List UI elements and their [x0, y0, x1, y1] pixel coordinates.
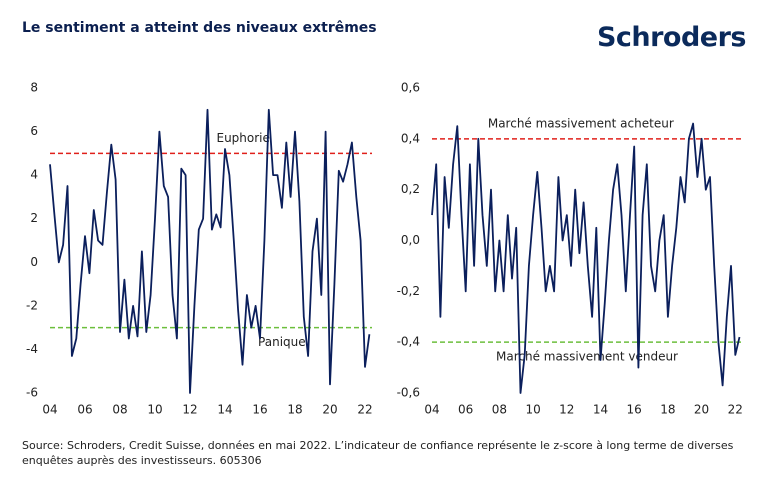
- x-tick-label: 12: [559, 403, 574, 417]
- title: Le sentiment a atteint des niveaux extrê…: [22, 20, 377, 36]
- x-tick-label: 10: [525, 403, 540, 417]
- y-tick-label: 2: [30, 211, 38, 225]
- x-tick-label: 08: [112, 403, 127, 417]
- y-tick-label: 8: [30, 81, 38, 95]
- x-tick-label: 18: [660, 403, 675, 417]
- y-tick-label: 0,4: [401, 131, 420, 145]
- x-tick-label: 08: [492, 403, 507, 417]
- x-tick-label: 18: [287, 403, 302, 417]
- y-tick-label: 0,2: [401, 182, 420, 196]
- charts: -6 -4 -2 0 2 4 6 8 04 06 08 10 12 14 16 18 20 22 Euphorie P…: [26, 81, 743, 417]
- y-tick-label: -4: [26, 342, 38, 356]
- x-tick-label: 10: [147, 403, 162, 417]
- reference-label: Marché massivement vendeur: [496, 350, 678, 364]
- x-tick-label: 20: [322, 403, 337, 417]
- data-line: [49, 108, 371, 394]
- y-tick-label: -2: [26, 298, 38, 312]
- y-tick-label: 0: [30, 255, 38, 269]
- y-tick-label: -0,4: [397, 335, 420, 349]
- y-tick-label: 0,6: [401, 81, 420, 95]
- x-tick-label: 16: [627, 403, 642, 417]
- y-tick-label: 4: [30, 168, 38, 182]
- x-tick-label: 16: [252, 403, 267, 417]
- y-tick-label: -6: [26, 386, 38, 400]
- x-tick-label: 04: [424, 403, 439, 417]
- x-tick-label: 06: [77, 403, 92, 417]
- x-tick-label: 14: [593, 403, 608, 417]
- reference-label: Marché massivement acheteur: [488, 116, 674, 130]
- y-tick-label: 6: [30, 124, 38, 138]
- x-tick-label: 22: [728, 403, 743, 417]
- y-tick-label: -0,6: [397, 386, 420, 400]
- data-line: [431, 122, 741, 394]
- logo: Schroders: [596, 22, 747, 53]
- x-tick-label: 14: [217, 403, 232, 417]
- reference-label: Euphorie: [216, 131, 269, 145]
- x-tick-label: 20: [694, 403, 709, 417]
- footer: Source: Schroders, Credit Suisse, donnée…: [22, 439, 734, 467]
- x-tick-label: 12: [182, 403, 197, 417]
- x-tick-label: 22: [357, 403, 372, 417]
- reference-label: Panique: [258, 335, 306, 349]
- x-tick-label: 06: [458, 403, 473, 417]
- x-tick-label: 04: [42, 403, 57, 417]
- y-tick-label: -0,2: [397, 284, 420, 298]
- y-tick-label: 0,0: [401, 233, 420, 247]
